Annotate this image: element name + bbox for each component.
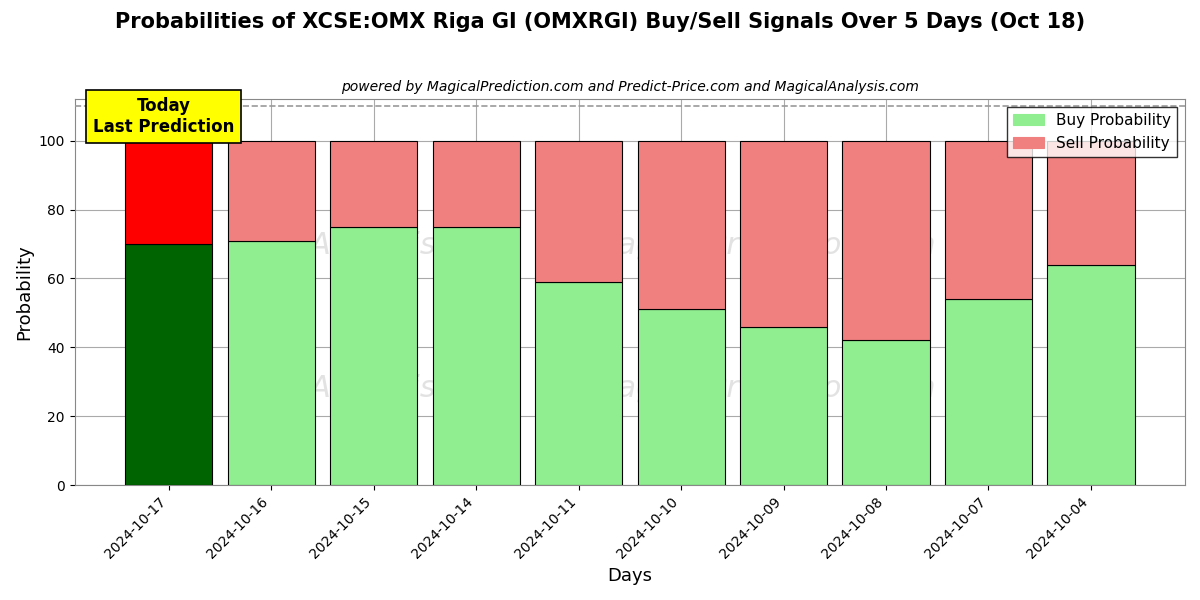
Bar xyxy=(637,310,725,485)
Legend: Buy Probability, Sell Probability: Buy Probability, Sell Probability xyxy=(1007,107,1177,157)
Bar xyxy=(842,340,930,485)
Text: Today
Last Prediction: Today Last Prediction xyxy=(92,97,234,136)
Bar xyxy=(637,140,725,310)
Text: MagicalPrediction.com: MagicalPrediction.com xyxy=(590,232,935,260)
Bar xyxy=(432,227,520,485)
Bar xyxy=(330,140,418,227)
Bar xyxy=(125,140,212,244)
Y-axis label: Probability: Probability xyxy=(16,244,34,340)
Bar xyxy=(740,140,827,326)
Bar xyxy=(842,140,930,340)
Bar xyxy=(944,140,1032,299)
X-axis label: Days: Days xyxy=(607,567,653,585)
Bar xyxy=(535,140,622,282)
Text: MagicalPrediction.com: MagicalPrediction.com xyxy=(590,374,935,403)
Bar xyxy=(740,326,827,485)
Bar xyxy=(944,299,1032,485)
Bar xyxy=(1048,140,1134,265)
Text: calAnalysis.co: calAnalysis.co xyxy=(268,374,482,403)
Bar xyxy=(330,227,418,485)
Text: Probabilities of XCSE:OMX Riga GI (OMXRGI) Buy/Sell Signals Over 5 Days (Oct 18): Probabilities of XCSE:OMX Riga GI (OMXRG… xyxy=(115,12,1085,32)
Bar xyxy=(228,241,314,485)
Bar xyxy=(125,244,212,485)
Bar xyxy=(535,282,622,485)
Bar xyxy=(432,140,520,227)
Bar xyxy=(228,140,314,241)
Text: calAnalysis.co: calAnalysis.co xyxy=(268,232,482,260)
Title: powered by MagicalPrediction.com and Predict-Price.com and MagicalAnalysis.com: powered by MagicalPrediction.com and Pre… xyxy=(341,80,919,94)
Bar xyxy=(1048,265,1134,485)
